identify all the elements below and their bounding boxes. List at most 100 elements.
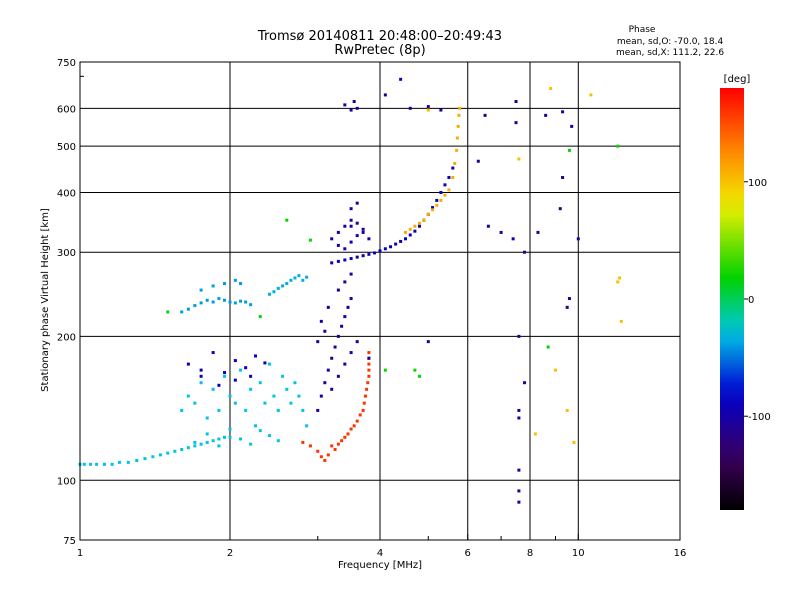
data-point xyxy=(117,460,121,464)
data-point xyxy=(394,242,398,246)
data-point xyxy=(239,299,243,303)
data-point xyxy=(457,113,461,117)
data-point xyxy=(285,218,289,222)
x-tick-label: 6 xyxy=(465,548,471,559)
data-point xyxy=(367,237,371,241)
data-point xyxy=(352,424,356,428)
data-point xyxy=(95,462,99,466)
data-point xyxy=(533,432,537,436)
data-point xyxy=(343,362,347,366)
data-point xyxy=(239,282,243,286)
data-point xyxy=(333,345,337,349)
data-point xyxy=(211,387,215,391)
data-point xyxy=(297,394,301,398)
data-point xyxy=(343,280,347,284)
data-point xyxy=(244,408,248,412)
data-point xyxy=(517,468,521,472)
data-point xyxy=(103,462,107,466)
data-point xyxy=(305,424,309,428)
data-point xyxy=(173,449,177,453)
x-tick-label: 16 xyxy=(674,548,687,559)
data-point xyxy=(399,239,403,243)
data-point xyxy=(373,251,377,255)
data-point xyxy=(349,351,353,355)
data-point xyxy=(258,315,262,319)
data-point xyxy=(343,224,347,228)
data-point xyxy=(326,453,330,457)
data-point xyxy=(355,340,359,344)
data-point xyxy=(408,227,412,231)
x-axis-label: Frequency [MHz] xyxy=(338,560,422,571)
data-point xyxy=(193,401,197,405)
data-point xyxy=(293,381,297,385)
data-point xyxy=(180,310,184,314)
data-point xyxy=(455,136,459,140)
data-point xyxy=(549,87,553,91)
data-point xyxy=(451,175,455,179)
data-point xyxy=(180,408,184,412)
data-point xyxy=(349,257,353,261)
data-point xyxy=(426,340,430,344)
data-point xyxy=(367,356,371,360)
data-point xyxy=(349,108,353,112)
data-point xyxy=(233,359,237,363)
data-point xyxy=(151,455,155,459)
data-point xyxy=(553,368,557,372)
data-point xyxy=(228,300,232,304)
data-point xyxy=(186,362,190,366)
data-point xyxy=(361,254,365,258)
data-point xyxy=(517,500,521,504)
data-point xyxy=(217,408,221,412)
data-point xyxy=(330,237,334,241)
data-point xyxy=(447,188,451,192)
data-point xyxy=(616,144,620,148)
y-tick-label: 300 xyxy=(57,248,76,259)
data-point xyxy=(126,460,130,464)
data-point xyxy=(349,224,353,228)
data-point xyxy=(272,290,276,294)
data-point xyxy=(110,462,114,466)
data-point xyxy=(249,303,253,307)
data-point xyxy=(455,148,459,152)
data-point xyxy=(316,408,320,412)
data-point xyxy=(383,368,387,372)
data-point xyxy=(447,175,451,179)
data-point xyxy=(166,451,170,455)
data-point xyxy=(426,108,430,112)
colorbar-label: [deg] xyxy=(724,74,751,85)
x-tick-label: 4 xyxy=(377,548,383,559)
data-point xyxy=(570,124,574,128)
data-point xyxy=(367,362,371,366)
data-point xyxy=(199,381,203,385)
data-point xyxy=(223,435,227,439)
y-tick-label: 750 xyxy=(57,58,76,69)
data-point xyxy=(272,394,276,398)
data-point xyxy=(319,394,323,398)
data-point xyxy=(443,193,447,197)
data-point xyxy=(558,207,562,211)
x-tick-label: 1 xyxy=(77,548,83,559)
data-point xyxy=(458,106,462,110)
data-point xyxy=(323,381,327,385)
data-point xyxy=(355,201,359,205)
data-point xyxy=(517,334,521,338)
data-point xyxy=(205,432,209,436)
data-point xyxy=(408,106,412,110)
data-point xyxy=(276,286,280,290)
data-point xyxy=(333,447,337,451)
x-tick-label: 10 xyxy=(572,548,585,559)
data-point xyxy=(355,255,359,259)
data-point xyxy=(367,374,371,378)
y-tick-label: 600 xyxy=(57,104,76,115)
data-point xyxy=(249,374,253,378)
data-point xyxy=(319,319,323,323)
data-point xyxy=(326,305,330,309)
data-point xyxy=(514,100,518,104)
data-points xyxy=(78,77,623,504)
data-point xyxy=(378,249,382,253)
data-point xyxy=(336,243,340,247)
colorbar-scale xyxy=(720,88,744,510)
data-point xyxy=(330,261,334,265)
colorbar-tick-label: 0 xyxy=(748,295,754,306)
grid xyxy=(80,62,680,540)
